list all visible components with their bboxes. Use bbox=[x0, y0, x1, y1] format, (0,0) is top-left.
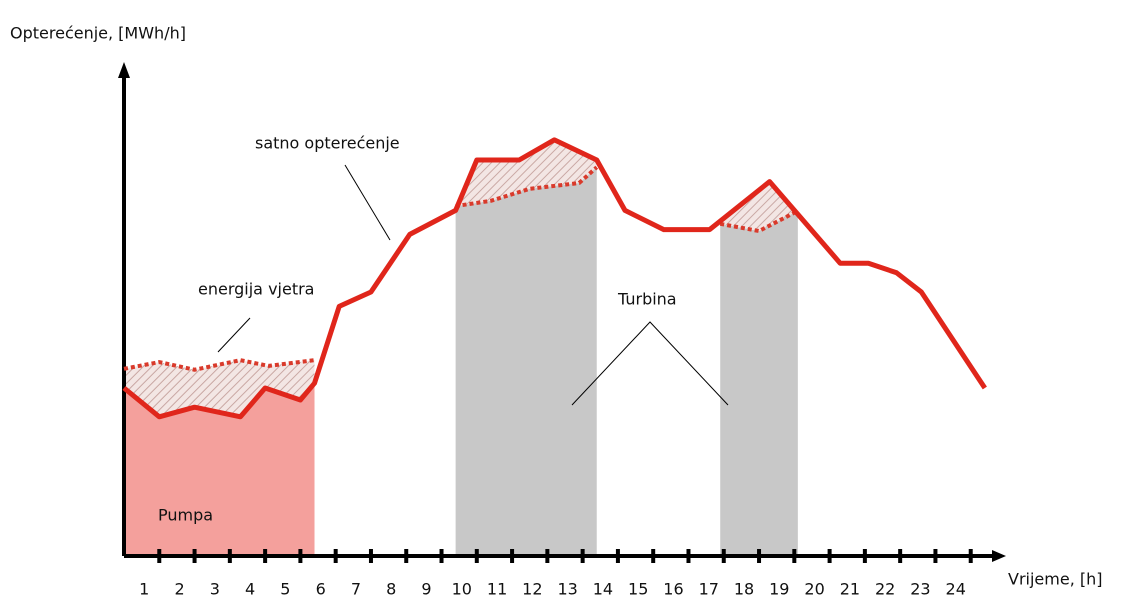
leader-line bbox=[217, 317, 251, 353]
x-tick-label: 15 bbox=[628, 580, 648, 599]
y-axis-title: Opterećenje, [MWh/h] bbox=[10, 24, 186, 43]
x-tick-label: 13 bbox=[557, 580, 577, 599]
x-tick-label: 9 bbox=[421, 580, 431, 599]
x-tick-label: 17 bbox=[699, 580, 719, 599]
x-tick-label: 23 bbox=[910, 580, 930, 599]
x-tick-label: 1 bbox=[139, 580, 149, 599]
difference-hatch bbox=[124, 360, 315, 417]
x-tick-label: 6 bbox=[316, 580, 326, 599]
x-tick-label: 16 bbox=[663, 580, 683, 599]
region bbox=[455, 167, 597, 556]
x-tick-label: 22 bbox=[875, 580, 895, 599]
x-tick-label: 18 bbox=[734, 580, 754, 599]
x-axis-arrow bbox=[992, 550, 1006, 562]
x-tick-label: 5 bbox=[280, 580, 290, 599]
data-line bbox=[122, 137, 987, 420]
leader-line bbox=[571, 321, 729, 406]
region bbox=[720, 210, 798, 556]
x-tick-label: 7 bbox=[351, 580, 361, 599]
x-tick-label: 11 bbox=[487, 580, 507, 599]
region-label: Turbina bbox=[617, 290, 677, 309]
line-label: energija vjetra bbox=[198, 280, 314, 299]
x-tick-label: 8 bbox=[386, 580, 396, 599]
region-label: Pumpa bbox=[158, 506, 213, 525]
difference-hatch bbox=[455, 139, 597, 211]
line-label: satno opterećenje bbox=[255, 134, 400, 153]
x-tick-label: 21 bbox=[840, 580, 860, 599]
x-tick-label: 14 bbox=[593, 580, 613, 599]
x-tick-label: 3 bbox=[210, 580, 220, 599]
x-axis-title: Vrijeme, [h] bbox=[1008, 570, 1102, 589]
leader-line bbox=[344, 164, 391, 241]
x-tick-label: 24 bbox=[946, 580, 966, 599]
x-tick-label: 10 bbox=[452, 580, 472, 599]
x-tick-label: 19 bbox=[769, 580, 789, 599]
x-tick-label: 12 bbox=[522, 580, 542, 599]
x-tick-label: 4 bbox=[245, 580, 255, 599]
x-tick-label: 2 bbox=[174, 580, 184, 599]
region bbox=[124, 383, 315, 556]
x-tick-label: 20 bbox=[804, 580, 824, 599]
y-axis-arrow bbox=[118, 62, 130, 78]
data-line bbox=[123, 165, 799, 372]
